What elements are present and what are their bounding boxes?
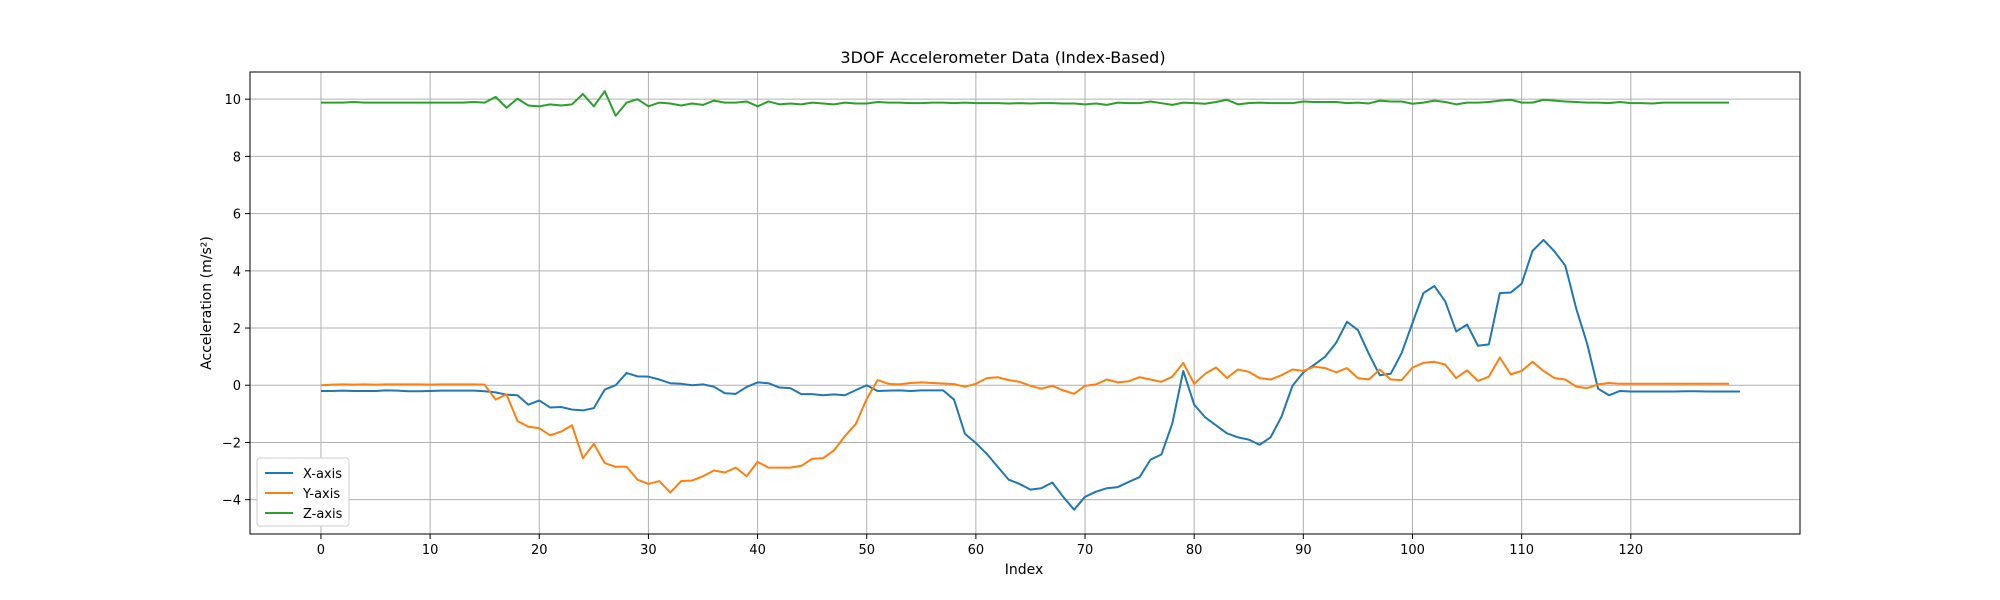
y-tick-label: 2 bbox=[233, 322, 241, 337]
series-line-z-axis bbox=[320, 90, 1730, 117]
x-tick-label: 70 bbox=[1077, 543, 1094, 558]
y-tick-label: 10 bbox=[224, 93, 241, 108]
x-tick-label: 120 bbox=[1618, 543, 1643, 558]
x-tick-label: 30 bbox=[640, 543, 657, 558]
plot-frame bbox=[249, 71, 1801, 535]
chart-title: 3DOF Accelerometer Data (Index-Based) bbox=[840, 48, 1165, 67]
x-tick-label: 100 bbox=[1400, 543, 1425, 558]
grid-lines bbox=[250, 72, 1800, 534]
legend: X-axis Y-axis Z-axis bbox=[256, 457, 350, 527]
y-tick-label: 4 bbox=[233, 265, 241, 280]
x-tick-label: 80 bbox=[1186, 543, 1203, 558]
x-tick-label: 40 bbox=[749, 543, 766, 558]
legend-label: X-axis bbox=[303, 467, 342, 482]
x-tick-label: 50 bbox=[858, 543, 875, 558]
legend-label: Y-axis bbox=[302, 487, 340, 502]
y-tick-label: 0 bbox=[233, 379, 241, 394]
x-tick-label: 10 bbox=[422, 543, 439, 558]
series-line-y-axis bbox=[320, 356, 1730, 494]
y-tick-label: 8 bbox=[233, 150, 241, 165]
x-tick-label: 20 bbox=[531, 543, 548, 558]
y-tick-label: −4 bbox=[222, 494, 241, 509]
x-tick-label: 60 bbox=[968, 543, 985, 558]
x-axis-label: Index bbox=[1005, 562, 1044, 578]
x-tick-label: 0 bbox=[317, 543, 325, 558]
series-line-x-axis bbox=[320, 238, 1740, 511]
x-tick-label: 110 bbox=[1509, 543, 1534, 558]
y-tick-label: −2 bbox=[222, 436, 241, 451]
x-tick-label: 90 bbox=[1295, 543, 1312, 558]
series-lines bbox=[320, 90, 1740, 511]
legend-label: Z-axis bbox=[303, 507, 343, 522]
y-tick-label: 6 bbox=[233, 208, 241, 223]
legend-box bbox=[256, 457, 350, 527]
axis-ticks: 0 10 20 30 40 50 60 70 80 90 100 110 120 −4 −2 0 2 4 6 8 10 bbox=[222, 93, 1643, 558]
y-axis-label: Acceleration (m/s²) bbox=[199, 236, 215, 370]
